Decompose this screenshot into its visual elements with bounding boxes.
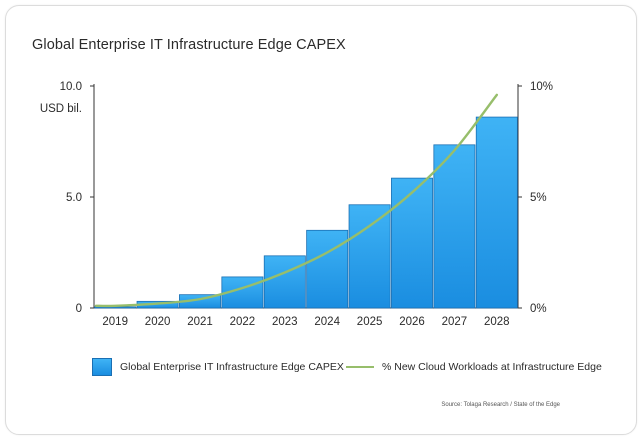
series-line-workloads <box>94 93 498 308</box>
bar <box>433 144 476 309</box>
y-right-tick-label: 0% <box>530 303 547 315</box>
y-right-tick-label: 10% <box>530 81 553 93</box>
source-note: Source: Tolaga Research / State of the E… <box>441 402 560 408</box>
bar <box>263 255 306 309</box>
chart-title: Global Enterprise IT Infrastructure Edge… <box>32 37 346 53</box>
bar <box>306 229 349 309</box>
x-tick-label: 2021 <box>187 316 213 328</box>
bar <box>475 116 518 309</box>
x-tick-label: 2022 <box>230 316 256 328</box>
x-tick-label: 2026 <box>399 316 425 328</box>
x-tick-label: 2019 <box>102 316 128 328</box>
y-left-tick-label: 10.0 <box>60 81 82 93</box>
legend-swatch-bar <box>92 358 112 376</box>
x-tick-label: 2020 <box>145 316 171 328</box>
y-right-tick-label: 5% <box>530 192 547 204</box>
legend-item-workloads: % New Cloud Workloads at Infrastructure … <box>346 358 602 376</box>
bar <box>391 177 433 309</box>
x-tick-label: 2025 <box>357 316 383 328</box>
y-left-axis-label: USD bil. <box>40 103 82 115</box>
legend-item-capex: Global Enterprise IT Infrastructure Edge… <box>92 358 344 376</box>
x-tick-label: 2023 <box>272 316 298 328</box>
legend-label-capex: Global Enterprise IT Infrastructure Edge… <box>120 361 344 373</box>
x-tick-label: 2024 <box>314 316 340 328</box>
y-left-tick-label: 5.0 <box>66 192 82 204</box>
bar <box>348 204 391 309</box>
x-tick-label: 2027 <box>442 316 468 328</box>
y-left-tick-label: 0 <box>76 303 82 315</box>
legend-swatch-line <box>346 366 374 368</box>
x-tick-label: 2028 <box>484 316 510 328</box>
legend-label-workloads: % New Cloud Workloads at Infrastructure … <box>382 361 602 373</box>
